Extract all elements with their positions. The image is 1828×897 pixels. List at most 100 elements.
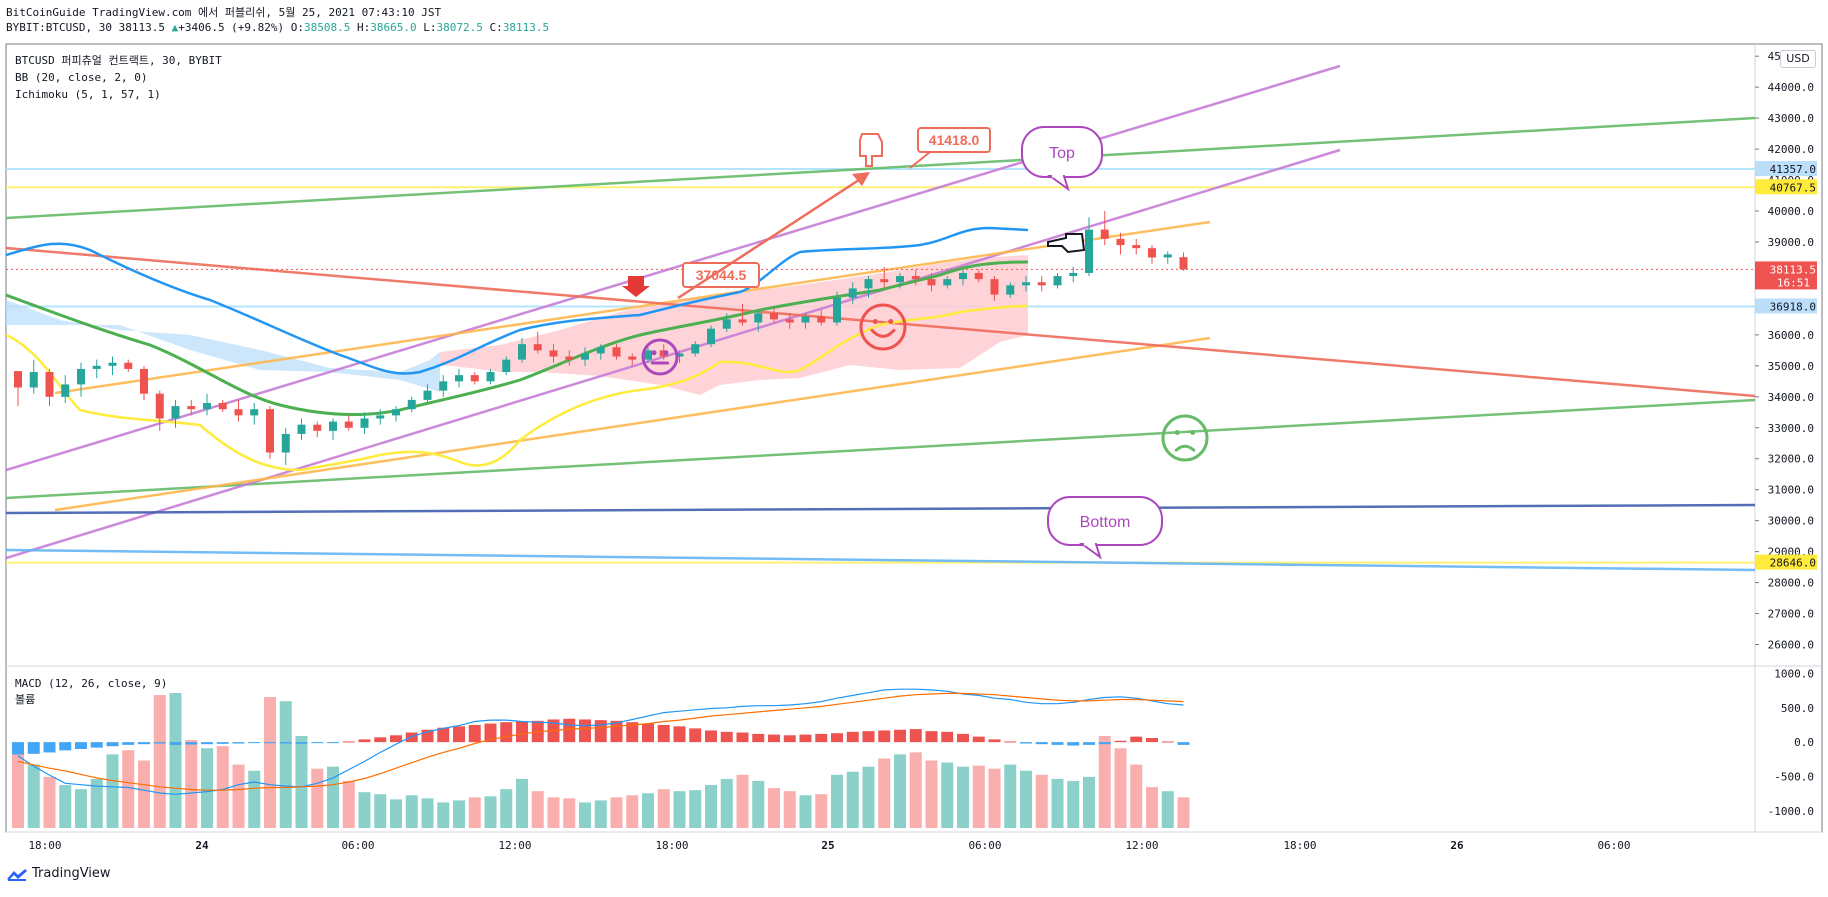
macd-histogram-bar <box>453 726 465 743</box>
candle-body <box>423 390 432 400</box>
currency-button[interactable]: USD <box>1780 50 1816 68</box>
volume-bar <box>957 766 969 828</box>
macd-histogram-bar <box>736 732 749 743</box>
volume-bar <box>248 770 261 828</box>
macd-histogram-bar <box>1035 742 1048 745</box>
candle-body <box>691 344 700 354</box>
trend-line <box>6 116 1755 220</box>
price-tick-label: 36000.0 <box>1768 329 1814 342</box>
candle-body <box>817 316 826 323</box>
price-label-text: 36918.0 <box>1770 300 1816 313</box>
macd-histogram-bar <box>909 729 922 743</box>
volume-bar <box>232 764 245 828</box>
volume-bar <box>1146 787 1158 828</box>
candle-body <box>1100 229 1109 239</box>
volume-bar <box>673 791 686 828</box>
volume-bar <box>43 776 56 828</box>
close-value: 38113.5 <box>502 21 550 34</box>
price-tick-label: 31000.0 <box>1768 484 1814 497</box>
candle-body <box>313 424 322 431</box>
volume-bar <box>90 778 103 828</box>
price-label-text: 41357.0 <box>1770 163 1816 176</box>
volume-bar <box>437 802 450 828</box>
volume-bar <box>405 795 418 828</box>
time-tick-label: 18:00 <box>655 839 688 852</box>
volume-bar <box>138 760 150 828</box>
candle-body <box>549 350 558 357</box>
trend-line <box>54 220 1211 395</box>
macd-tick-label: -500.0 <box>1774 770 1814 783</box>
time-tick-label: 25 <box>821 839 834 852</box>
bubble-label: Bottom <box>1080 514 1131 531</box>
price-tick-label: 40000.0 <box>1768 205 1814 218</box>
macd-histogram-bar <box>988 739 1001 743</box>
candle-body <box>297 424 306 434</box>
candle-body <box>29 372 38 388</box>
volume-bar <box>311 768 324 828</box>
candle-body <box>990 279 999 295</box>
macd-histogram-bar <box>279 742 292 744</box>
price-tick-label: 43000.0 <box>1768 112 1814 125</box>
time-tick-label: 18:00 <box>1283 839 1316 852</box>
candle-body <box>880 279 889 283</box>
macd-histogram-bar <box>311 742 324 744</box>
candle-body <box>959 272 967 280</box>
candle-body <box>581 353 589 360</box>
macd-histogram-bar <box>1177 742 1190 745</box>
macd-histogram-bar <box>799 734 812 743</box>
macd-histogram-bar <box>106 742 119 747</box>
candle-body <box>943 279 952 286</box>
candle-body <box>754 313 763 323</box>
macd-histogram-bar <box>972 736 985 743</box>
volume-bar <box>1020 770 1032 828</box>
volume-bar <box>390 799 402 828</box>
candle-body <box>455 375 463 382</box>
volume-bar <box>12 748 24 828</box>
volume-bar <box>799 795 812 828</box>
macd-histogram-bar <box>1130 736 1143 743</box>
candle-body <box>1116 238 1125 246</box>
macd-tick-label: 0.0 <box>1794 736 1814 749</box>
low-value: 38072.5 <box>436 21 483 34</box>
macd-histogram-bar <box>122 742 135 745</box>
candle-body <box>187 406 196 410</box>
tradingview-logo[interactable]: TradingView <box>6 866 111 881</box>
volume-bar <box>878 758 891 828</box>
volume-bar <box>1161 791 1174 828</box>
macd-histogram-bar <box>1098 742 1111 745</box>
candle-body <box>45 372 54 397</box>
price-label-text: 28646.0 <box>1770 557 1816 570</box>
price-label-box <box>1755 160 1817 176</box>
volume-bar <box>453 800 465 828</box>
price-tick-label: 27000.0 <box>1768 608 1814 621</box>
legend-bb[interactable]: BB (20, close, 2, 0) <box>15 71 148 84</box>
macd-histogram-bar <box>831 733 843 743</box>
candle-body <box>565 356 574 360</box>
candle-body <box>675 353 684 357</box>
annotation-price-text: 41418.0 <box>929 132 980 148</box>
macd-histogram-bar <box>705 730 717 743</box>
macd-histogram-bar <box>579 719 591 743</box>
close-label: C: <box>489 21 503 34</box>
candle-body <box>644 350 652 360</box>
down-arrow-marker <box>622 276 650 297</box>
time-tick-label: 06:00 <box>341 839 374 852</box>
candle-body <box>911 276 920 280</box>
legend-macd[interactable]: MACD (12, 26, close, 9) <box>15 677 168 690</box>
macd-histogram-bar <box>894 729 906 743</box>
time-tick-label: 26 <box>1450 839 1464 852</box>
candle-body <box>833 297 841 323</box>
price-label-box <box>1755 298 1817 314</box>
volume-bar <box>59 785 72 828</box>
macd-histogram-bar <box>185 742 198 745</box>
legend-ichimoku[interactable]: Ichimoku (5, 1, 57, 1) <box>15 88 161 101</box>
volume-bar <box>1083 776 1095 828</box>
macd-histogram-bar <box>689 728 702 743</box>
legend-volume[interactable]: 볼륨 <box>15 693 36 706</box>
candle-body <box>218 402 227 410</box>
candle-body <box>392 409 400 416</box>
macd-histogram-bar <box>405 732 418 743</box>
macd-histogram-bar <box>626 722 639 743</box>
trend-arrow-head <box>852 172 870 186</box>
